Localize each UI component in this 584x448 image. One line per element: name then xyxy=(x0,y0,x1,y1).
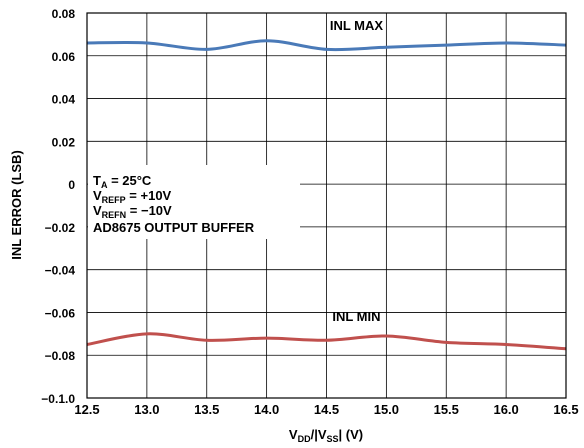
x-tick-label: 14.5 xyxy=(314,402,339,417)
series-line-inl-max xyxy=(86,39,567,52)
y-tick-label: −0.08 xyxy=(45,349,76,363)
x-tick-label: 12.5 xyxy=(74,402,99,417)
y-axis-label: INL ERROR (LSB) xyxy=(9,150,24,260)
y-tick-label: −0.1.0 xyxy=(41,392,75,406)
series-layer: INL MAX INL MIN xyxy=(86,18,567,351)
series-line-inl-min xyxy=(86,332,567,351)
annotation-vrefp: VREFP = +10V xyxy=(93,188,172,205)
y-tick-label: −0.02 xyxy=(45,221,76,235)
series-label: INL MAX xyxy=(330,18,384,33)
x-tick-label: 16.0 xyxy=(493,402,518,417)
x-tick-label: 13.0 xyxy=(134,402,159,417)
x-tick-label: 15.0 xyxy=(374,402,399,417)
x-axis-label: VDD/|VSS| (V) xyxy=(289,427,363,444)
series-label: INL MIN xyxy=(332,309,380,324)
x-tick-label: 15.5 xyxy=(434,402,459,417)
y-tick-label: 0.02 xyxy=(52,135,76,149)
annotation-ta: TA = 25°C xyxy=(93,173,152,190)
y-tick-label: 0.08 xyxy=(52,7,76,21)
x-tick-label: 13.5 xyxy=(194,402,219,417)
annotation-vrefn: VREFN = −10V xyxy=(93,203,172,220)
y-tick-label: 0.04 xyxy=(52,93,76,107)
plot-border xyxy=(86,12,567,399)
x-tick-label: 16.5 xyxy=(553,402,578,417)
y-tick-label: −0.06 xyxy=(45,306,76,320)
y-tick-label: 0 xyxy=(68,178,75,192)
y-tick-label: −0.04 xyxy=(45,264,76,278)
x-tick-label: 14.0 xyxy=(254,402,279,417)
annotation-buffer: AD8675 OUTPUT BUFFER xyxy=(93,220,255,235)
annotation-box xyxy=(88,165,300,239)
y-tick-label: 0.06 xyxy=(52,50,76,64)
tick-labels: 12.5 13.0 13.5 14.0 14.5 15.0 15.5 16.0 16.5 0.08… xyxy=(41,7,578,417)
